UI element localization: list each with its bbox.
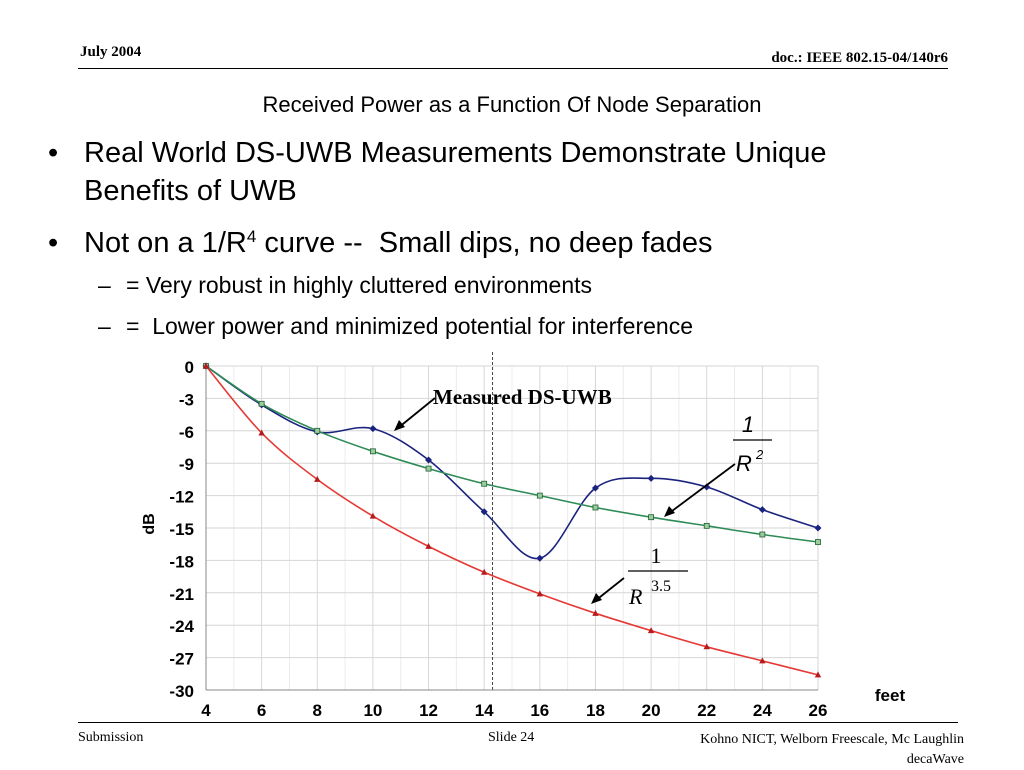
series-marker: [703, 522, 710, 529]
series-marker: [703, 483, 711, 491]
series-marker: [536, 590, 544, 597]
bullet-1-line-2: Benefits of UWB: [84, 175, 297, 207]
bullet-2-text-after: curve -- Small dips, no deep fades: [256, 227, 713, 259]
footer-submission: Submission: [78, 730, 144, 745]
annotation-r2-numerator: 1: [742, 412, 754, 437]
y-tick-label: -12: [169, 488, 194, 507]
series-marker: [480, 568, 488, 575]
series-marker: [703, 643, 710, 650]
annotation-r35-exponent: 3.5: [651, 578, 671, 595]
x-tick-label: 10: [363, 701, 382, 720]
y-tick-label: 0: [185, 358, 194, 377]
x-tick-label: 22: [697, 701, 716, 720]
bullet-1-line-1: Real World DS-UWB Measurements Demonstra…: [84, 137, 827, 169]
series-marker: [425, 456, 433, 464]
series-marker: [258, 400, 265, 407]
annotation-r35-arrow: [594, 577, 625, 602]
annotation-r2-arrow: [667, 463, 736, 515]
footer-authors-line-1: Kohno NICT, Welborn Freescale, Mc Laughl…: [700, 732, 964, 747]
y-tick-label: -21: [169, 585, 194, 604]
y-tick-label: -9: [179, 455, 194, 474]
series-marker: [592, 609, 599, 616]
x-tick-label: 6: [257, 701, 266, 720]
annotation-r2-denominator: R: [736, 451, 752, 476]
y-tick-label: -3: [179, 390, 194, 409]
sub-bullet-2: – = Lower power and minimized potential …: [98, 311, 693, 341]
series-marker: [258, 429, 265, 436]
annotation-r35-numerator: 1: [651, 543, 662, 568]
series-marker: [759, 657, 766, 664]
series-marker: [369, 425, 377, 433]
header-date: July 2004: [80, 44, 142, 60]
annotation-measured-arrow: [397, 397, 436, 429]
series-marker: [314, 475, 321, 482]
x-tick-label: 4: [201, 701, 211, 720]
series-marker: [758, 506, 766, 514]
bullet-2-text-before: Not on a 1/R: [84, 227, 247, 259]
x-tick-label: 12: [419, 701, 438, 720]
series-marker: [369, 512, 377, 519]
header-doc-id: doc.: IEEE 802.15-04/140r6: [771, 50, 948, 66]
series-marker: [814, 671, 822, 678]
annotation-measured-arrowhead: [394, 420, 405, 431]
y-tick-label: -6: [179, 423, 194, 442]
sub-bullet-1-text: = Very robust in highly cluttered enviro…: [126, 272, 592, 298]
sub-bullet-marker: –: [98, 272, 111, 298]
y-tick-label: -15: [169, 520, 194, 539]
series-marker: [591, 484, 599, 492]
footer-slide-number: Slide 24: [488, 730, 535, 745]
x-tick-label: 16: [530, 701, 549, 720]
series-marker: [314, 427, 321, 434]
bullet-marker: •: [48, 137, 59, 169]
series-line-2: [205, 365, 819, 543]
slide-title: Received Power as a Function Of Node Sep…: [262, 92, 762, 117]
footer-authors-line-2: decaWave: [906, 752, 964, 767]
y-axis-title: dB: [141, 513, 158, 534]
footer-rule: [78, 722, 958, 723]
sub-bullet-2-text: = Lower power and minimized potential fo…: [126, 313, 693, 339]
annotation-r2-exponent: 2: [755, 447, 764, 462]
footer-authors: Kohno NICT, Welborn Freescale, Mc Laughl…: [700, 730, 964, 770]
x-tick-label: 14: [475, 701, 494, 720]
y-tick-label: -27: [169, 650, 194, 669]
series-marker: [202, 362, 210, 369]
x-tick-label: 24: [753, 701, 772, 720]
series-marker: [814, 524, 822, 532]
bullet-2-superscript: 4: [246, 227, 257, 246]
x-tick-label: 26: [809, 701, 828, 720]
series-marker: [425, 465, 432, 472]
series-marker: [647, 474, 655, 482]
series-marker: [647, 627, 655, 634]
series-marker: [425, 542, 432, 549]
series-marker: [592, 504, 599, 511]
series-marker: [370, 448, 376, 455]
series-marker: [536, 554, 544, 562]
y-tick-label: -18: [169, 552, 194, 571]
series-marker: [536, 492, 543, 499]
series-marker: [648, 514, 654, 521]
annotation-r2-arrowhead: [664, 506, 675, 517]
annotation-r35-arrowhead: [591, 593, 602, 604]
x-tick-label: 20: [642, 701, 661, 720]
annotation-r35-denominator: R: [628, 584, 643, 609]
bullet-2-text: Not on a 1/R4 curve -- Small dips, no de…: [84, 224, 712, 262]
y-tick-label: -24: [169, 617, 194, 636]
series-marker: [759, 531, 766, 538]
bullet-marker: •: [48, 227, 59, 259]
sub-bullet-1: – = Very robust in highly cluttered envi…: [98, 270, 592, 300]
annotation-measured-label: Measured DS-UWB: [433, 385, 612, 409]
x-tick-label: 18: [586, 701, 605, 720]
series-marker: [480, 508, 488, 516]
sub-bullet-marker: –: [98, 313, 111, 339]
x-tick-label: 8: [313, 701, 322, 720]
y-tick-label: -30: [169, 682, 194, 701]
x-axis-title: feet: [875, 686, 906, 705]
header-rule: [78, 68, 948, 69]
series-marker: [481, 480, 488, 487]
series-marker: [815, 539, 821, 545]
